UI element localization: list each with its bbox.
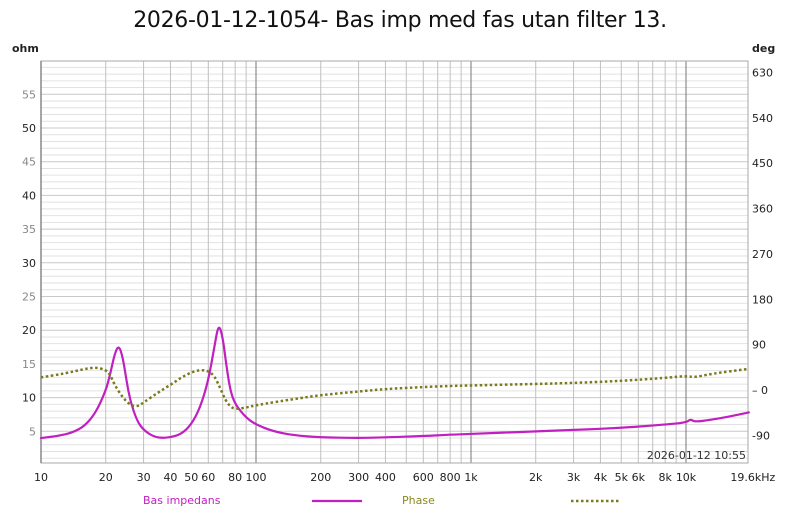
x-axis-tick-label: 800 xyxy=(440,471,461,484)
legend-label-phase: Phase xyxy=(402,494,435,507)
right-axis-tick-label: 360 xyxy=(752,203,773,216)
left-axis-tick-label: 40 xyxy=(22,189,36,202)
right-axis-tick-label: 270 xyxy=(752,248,773,261)
left-axis-tick-label: 50 xyxy=(22,122,36,135)
x-axis-tick-label: 6k xyxy=(632,471,646,484)
right-axis-tick-label: -90 xyxy=(752,429,770,442)
grid xyxy=(40,61,748,463)
x-axis-tick-label: 50 xyxy=(184,471,198,484)
x-axis-tick-label: 80 xyxy=(228,471,242,484)
right-axis-tick-label: 180 xyxy=(752,293,773,306)
right-axis-unit: deg xyxy=(752,42,776,55)
left-axis-tick-label: 55 xyxy=(22,88,36,101)
left-axis-tick-label: 10 xyxy=(22,392,36,405)
right-axis-tick-label: 540 xyxy=(752,112,773,125)
x-axis-tick-label: 19.6kHz xyxy=(730,471,775,484)
left-axis-tick-label: 30 xyxy=(22,257,36,270)
left-axis-tick-label: 20 xyxy=(22,324,36,337)
left-axis-tick-label: 45 xyxy=(22,156,36,169)
x-axis-tick-label: 10k xyxy=(676,471,697,484)
right-axis-tick-label: 450 xyxy=(752,157,773,170)
left-axis-tick-label: 15 xyxy=(22,358,36,371)
left-axis-tick-label: 35 xyxy=(22,223,36,236)
left-axis-unit: ohm xyxy=(12,42,39,55)
x-axis-tick-label: 20 xyxy=(99,471,113,484)
x-axis-tick-label: 10 xyxy=(34,471,48,484)
timestamp-label: 2026-01-12 10:55 xyxy=(647,449,746,462)
x-axis-tick-label: 8k xyxy=(658,471,672,484)
x-axis-tick-label: 400 xyxy=(375,471,396,484)
x-axis-tick-label: 1k xyxy=(464,471,478,484)
impedance-curve xyxy=(39,326,750,440)
x-axis-tick-label: 40 xyxy=(163,471,177,484)
x-axis-tick-label: 100 xyxy=(246,471,267,484)
left-axis-tick-label: 25 xyxy=(22,291,36,304)
right-axis-tick-label: 630 xyxy=(752,66,773,79)
left-axis-tick-label: 5 xyxy=(29,425,36,438)
x-axis-tick-label: 600 xyxy=(413,471,434,484)
chart-title: 2026-01-12-1054- Bas imp med fas utan fi… xyxy=(133,8,667,33)
x-axis-tick-label: 4k xyxy=(594,471,608,484)
phase-curve xyxy=(40,366,749,410)
right-axis-tick-label: 90 xyxy=(752,339,766,352)
legend-label-impedance: Bas impedans xyxy=(143,494,221,507)
x-axis-tick-label: 300 xyxy=(348,471,369,484)
x-axis-tick-label: 60 xyxy=(201,471,215,484)
x-axis-tick-label: 3k xyxy=(567,471,581,484)
x-axis-tick-label: 30 xyxy=(137,471,151,484)
right-axis-tick-label: – 0 xyxy=(752,384,768,397)
x-axis-tick-label: 5k xyxy=(615,471,629,484)
x-axis-tick-label: 200 xyxy=(310,471,331,484)
x-axis-tick-label: 2k xyxy=(529,471,543,484)
